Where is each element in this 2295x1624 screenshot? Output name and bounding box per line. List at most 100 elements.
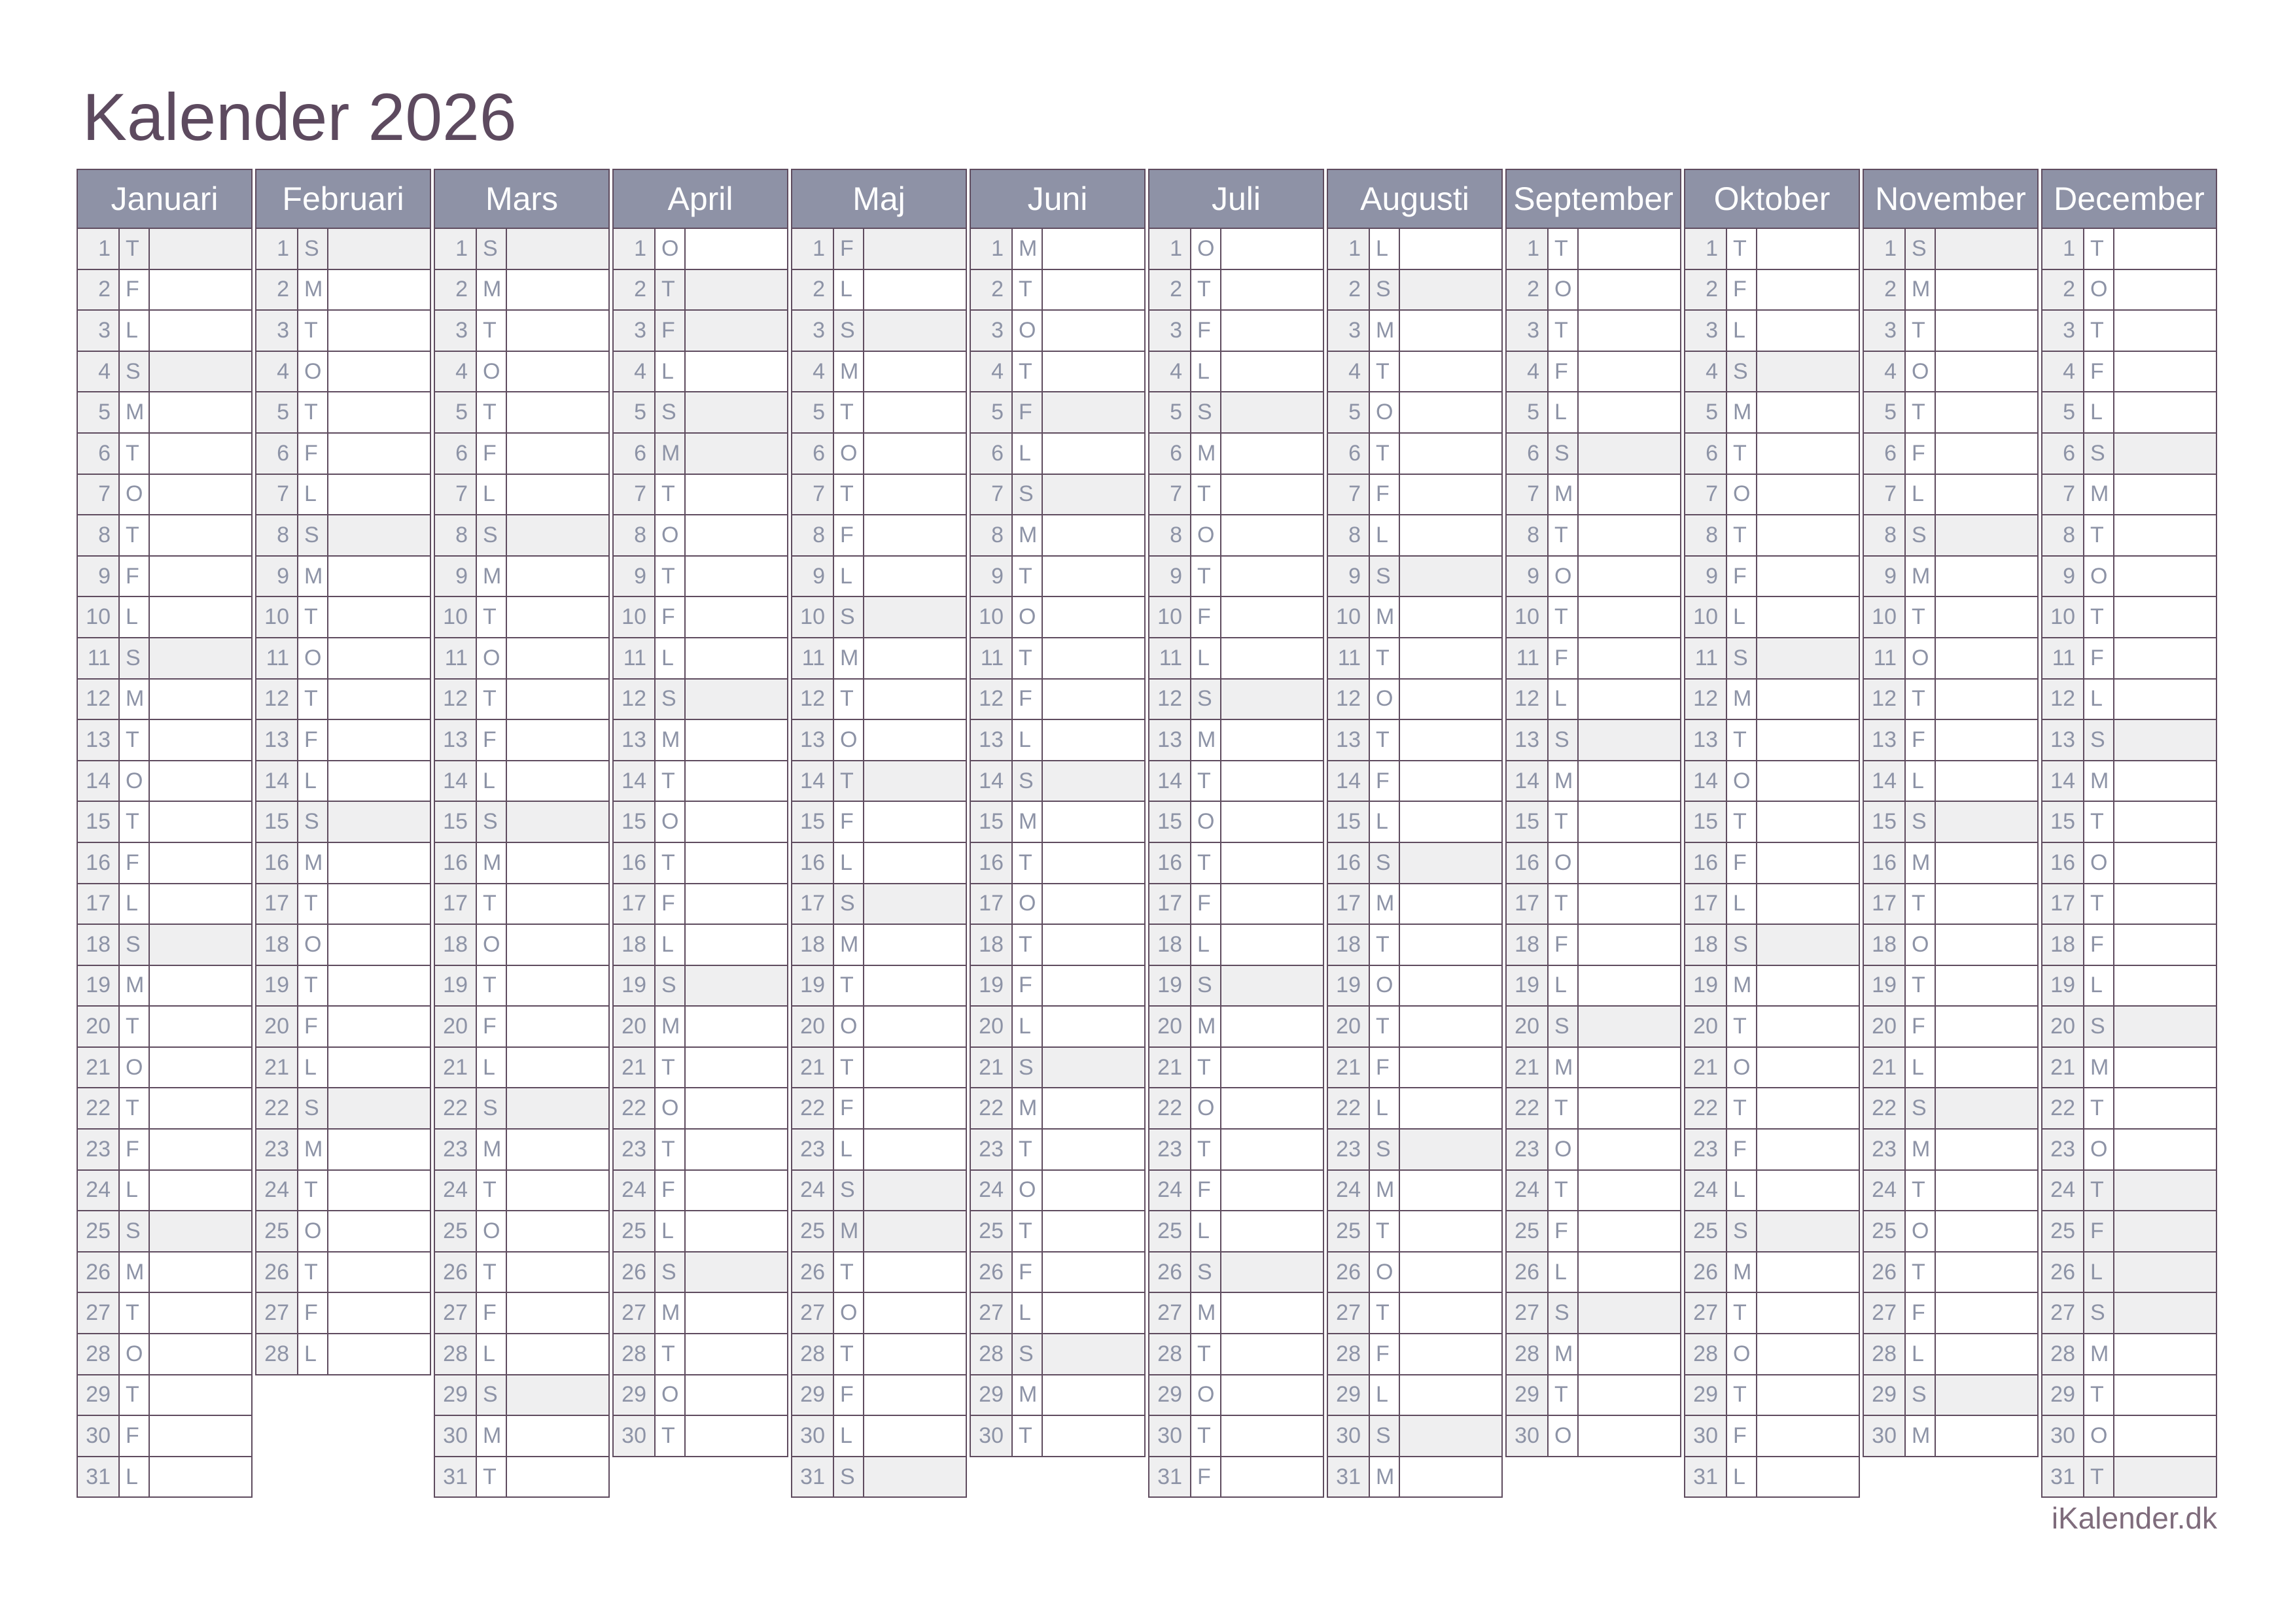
weekday-letter: T bbox=[1013, 1211, 1043, 1251]
weekday-letter: T bbox=[298, 884, 328, 924]
day-number: 12 bbox=[1328, 679, 1370, 719]
note-cell bbox=[1936, 802, 2037, 842]
day-row: 16 T bbox=[1148, 841, 1324, 884]
note-cell bbox=[507, 515, 608, 555]
weekday-letter: L bbox=[2084, 392, 2114, 432]
day-number: 1 bbox=[614, 229, 656, 269]
note-cell bbox=[2114, 1170, 2216, 1211]
day-number: 4 bbox=[1149, 351, 1191, 392]
weekday-letter: O bbox=[834, 433, 864, 474]
day-row: 20 S bbox=[2041, 1005, 2217, 1048]
day-row: 12 T bbox=[255, 678, 431, 721]
day-row: 21 T bbox=[612, 1046, 788, 1089]
day-number: 14 bbox=[435, 761, 477, 801]
day-number: 22 bbox=[614, 1088, 656, 1129]
day-row: 28 T bbox=[791, 1333, 967, 1375]
day-number: 18 bbox=[1328, 925, 1370, 965]
day-row: 19 S bbox=[612, 964, 788, 1007]
day-row: 27 M bbox=[1148, 1292, 1324, 1335]
day-number: 23 bbox=[1507, 1130, 1549, 1169]
weekday-letter: L bbox=[120, 1457, 150, 1497]
note-cell bbox=[1936, 1375, 2037, 1415]
weekday-letter: M bbox=[298, 1130, 328, 1169]
note-cell bbox=[1579, 843, 1680, 883]
weekday-letter: S bbox=[2084, 433, 2114, 474]
day-number: 16 bbox=[792, 842, 834, 883]
weekday-letter: O bbox=[2084, 842, 2114, 883]
day-row: 10 F bbox=[1148, 596, 1324, 638]
day-row: 16 T bbox=[612, 841, 788, 884]
weekday-letter: L bbox=[1727, 597, 1757, 637]
day-row: 18 O bbox=[255, 924, 431, 966]
day-number: 10 bbox=[1328, 597, 1370, 637]
weekday-letter: F bbox=[298, 433, 328, 474]
day-number: 9 bbox=[435, 556, 477, 596]
weekday-letter: O bbox=[1013, 884, 1043, 924]
day-number: 5 bbox=[1685, 392, 1727, 432]
page-title: Kalender 2026 bbox=[82, 80, 517, 154]
weekday-letter: F bbox=[2084, 351, 2114, 392]
day-number: 14 bbox=[1507, 761, 1549, 801]
note-cell bbox=[1043, 843, 1144, 883]
weekday-letter: T bbox=[834, 1252, 864, 1292]
weekday-letter: T bbox=[120, 802, 150, 842]
weekday-letter: T bbox=[298, 392, 328, 432]
weekday-letter: F bbox=[1549, 638, 1579, 678]
day-row: 18 L bbox=[1148, 924, 1324, 966]
note-cell bbox=[864, 843, 966, 883]
day-row: 12 S bbox=[612, 678, 788, 721]
note-cell bbox=[1400, 392, 1501, 432]
day-row: 13 F bbox=[434, 719, 610, 761]
weekday-letter: S bbox=[1013, 761, 1043, 801]
weekday-letter: O bbox=[1370, 965, 1400, 1006]
note-cell bbox=[1579, 557, 1680, 596]
day-row: 29 F bbox=[791, 1373, 967, 1417]
weekday-letter: M bbox=[120, 679, 150, 719]
day-row: 15 T bbox=[77, 801, 253, 843]
day-number: 28 bbox=[435, 1334, 477, 1374]
weekday-letter: T bbox=[1370, 1211, 1400, 1251]
note-cell bbox=[1579, 1130, 1680, 1169]
weekday-letter: L bbox=[834, 269, 864, 310]
weekday-letter: S bbox=[1906, 1088, 1936, 1129]
day-number: 28 bbox=[1685, 1334, 1727, 1374]
weekday-letter: M bbox=[298, 556, 328, 596]
day-number: 5 bbox=[1149, 392, 1191, 432]
day-number: 5 bbox=[78, 392, 120, 432]
note-cell bbox=[1221, 638, 1323, 678]
note-cell bbox=[1936, 392, 2037, 432]
note-cell bbox=[1221, 1252, 1323, 1292]
weekday-letter: T bbox=[1727, 433, 1757, 474]
weekday-letter: S bbox=[1370, 1416, 1400, 1456]
weekday-letter: T bbox=[1370, 720, 1400, 760]
note-cell bbox=[1221, 229, 1323, 269]
day-row: 24 O bbox=[970, 1169, 1146, 1212]
day-number: 17 bbox=[1507, 884, 1549, 924]
day-number: 20 bbox=[614, 1007, 656, 1046]
day-row: 12 F bbox=[970, 678, 1146, 721]
day-row: 18 F bbox=[2041, 924, 2217, 966]
day-number: 7 bbox=[1149, 474, 1191, 515]
weekday-letter: F bbox=[120, 1130, 150, 1169]
note-cell bbox=[2114, 1130, 2216, 1169]
day-row: 27 S bbox=[1505, 1292, 1681, 1335]
weekday-letter: T bbox=[834, 1047, 864, 1088]
weekday-letter: O bbox=[1906, 1211, 1936, 1251]
day-number: 26 bbox=[614, 1252, 656, 1292]
note-cell bbox=[1757, 351, 1859, 392]
day-number: 29 bbox=[1328, 1375, 1370, 1415]
day-number: 8 bbox=[1149, 515, 1191, 555]
note-cell bbox=[150, 229, 251, 269]
month-header: Oktober bbox=[1684, 169, 1860, 229]
day-number: 1 bbox=[1864, 229, 1906, 269]
note-cell bbox=[1757, 270, 1859, 310]
month-column-februari: Februari 1 S 2 M 3 T 4 O 5 T 6 F 7 L 8 S 9 M 10 T 11 O 12 T 13 F 14… bbox=[255, 169, 431, 1498]
